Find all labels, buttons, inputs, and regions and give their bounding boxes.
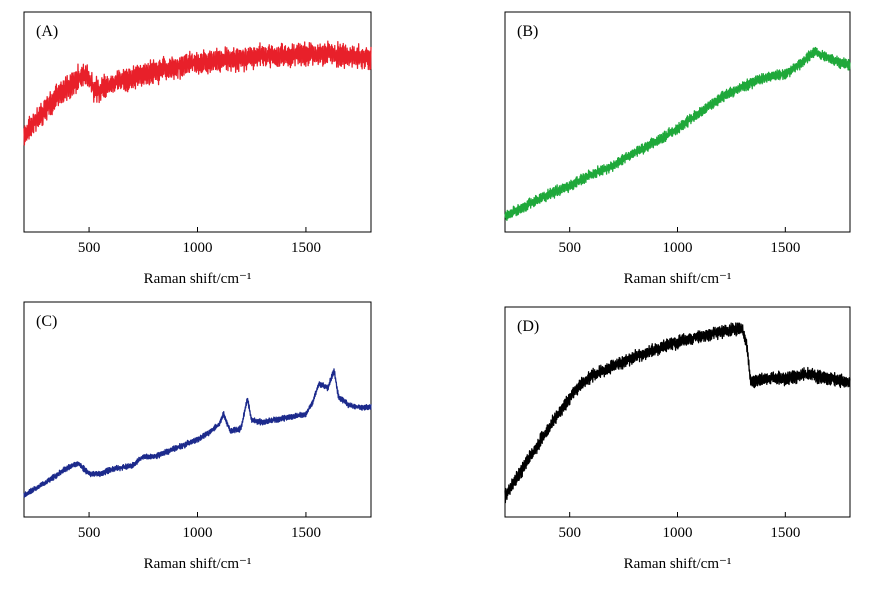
spectrum-line-a [23,40,372,146]
panel-a: 500 1000 1500 (A) Raman shift/cm⁻¹ [23,11,372,287]
x-tick-label-a-1500: 1500 [291,240,321,256]
spectrum-line-d [504,322,851,504]
x-tick-label-d-500: 500 [558,525,581,541]
panel-b: 500 1000 1500 (B) Raman shift/cm⁻¹ [504,11,851,287]
x-tick-label-d-1000: 1000 [663,525,693,541]
panel-label-c: (C) [36,313,57,330]
x-tick-label-d-1500: 1500 [770,525,800,541]
x-axis-label-c: Raman shift/cm⁻¹ [144,556,252,572]
x-tick-label-c-1500: 1500 [291,525,321,541]
panel-label-d: (D) [517,318,539,335]
x-tick-label-c-1000: 1000 [183,525,213,541]
x-axis-label-d: Raman shift/cm⁻¹ [624,556,732,572]
spectrum-line-b [504,46,851,221]
x-axis-label-a: Raman shift/cm⁻¹ [144,271,252,287]
panel-label-b: (B) [517,23,538,40]
panel-c: 500 1000 1500 (C) Raman shift/cm⁻¹ [23,301,372,572]
x-tick-label-b-1000: 1000 [663,240,693,256]
x-axis-label-b: Raman shift/cm⁻¹ [624,271,732,287]
x-tick-label-b-500: 500 [558,240,581,256]
x-tick-label-a-1000: 1000 [183,240,213,256]
x-tick-label-b-1500: 1500 [770,240,800,256]
x-tick-label-c-500: 500 [78,525,101,541]
spectrum-line-c [23,368,372,498]
panel-d: 500 1000 1500 (D) Raman shift/cm⁻¹ [504,306,851,572]
x-tick-label-a-500: 500 [78,240,101,256]
panel-label-a: (A) [36,23,58,40]
plot-frame-c [23,301,372,518]
plot-frame-b [504,11,851,233]
plot-frame-a [23,11,372,233]
